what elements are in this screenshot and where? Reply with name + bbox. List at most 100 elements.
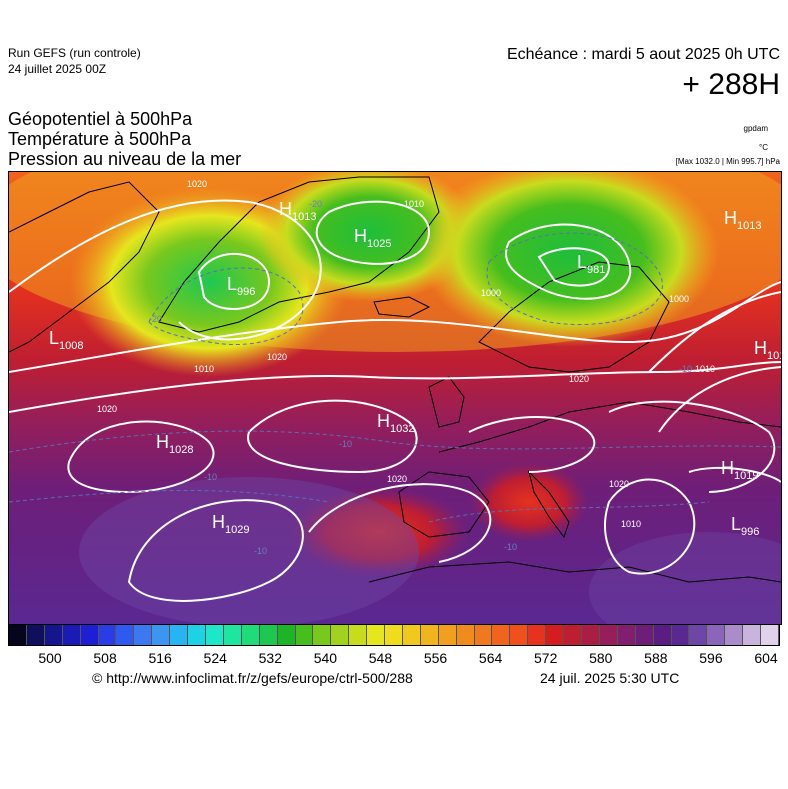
pressure-centers: H1013 H1025 L996 L981 H1013 L1008 H1032 … bbox=[49, 199, 781, 538]
svg-text:L1008: L1008 bbox=[49, 328, 84, 352]
color-swatch bbox=[223, 625, 242, 645]
isobar-label: 1000 bbox=[669, 294, 689, 304]
l-1008-center: L1008 bbox=[49, 328, 84, 352]
scale-tick-label: 572 bbox=[534, 650, 558, 666]
color-swatch bbox=[152, 625, 171, 645]
scale-tick-label: 532 bbox=[258, 650, 282, 666]
isobar-label: 1010 bbox=[194, 364, 214, 374]
center-value: 996 bbox=[237, 286, 255, 298]
run-date: 24 juillet 2025 00Z bbox=[8, 62, 107, 76]
h-1028-center: H1028 bbox=[156, 432, 193, 456]
center-value: 996 bbox=[741, 526, 759, 538]
color-swatch bbox=[188, 625, 206, 645]
center-type: H bbox=[212, 512, 225, 532]
l-996-east-center: L996 bbox=[731, 514, 759, 538]
center-type: H bbox=[724, 208, 737, 228]
coast-british-isles bbox=[428, 376, 465, 428]
isobar bbox=[648, 291, 781, 373]
field-title-geopotential: Géopotentiel à 500hPa bbox=[8, 109, 193, 129]
scale-tick-label: 580 bbox=[589, 650, 613, 666]
center-value: 1025 bbox=[367, 238, 391, 250]
warm-cell-italy bbox=[469, 462, 589, 542]
h-1013-east-center: H1013 bbox=[724, 208, 761, 232]
scale-tick-label: 588 bbox=[644, 650, 668, 666]
svg-text:H1019: H1019 bbox=[721, 458, 758, 482]
center-type: H bbox=[279, 199, 292, 219]
isobar bbox=[504, 223, 632, 300]
svg-text:H1013: H1013 bbox=[279, 199, 316, 223]
temp-contour bbox=[486, 232, 663, 325]
color-swatch bbox=[241, 625, 260, 645]
isobar bbox=[315, 200, 431, 265]
temperature-contours bbox=[9, 232, 781, 523]
isobar bbox=[9, 361, 781, 413]
color-swatch bbox=[98, 625, 117, 645]
center-value: 1008 bbox=[59, 340, 83, 352]
purple-atlantic bbox=[79, 477, 419, 624]
color-swatch bbox=[438, 625, 457, 645]
color-swatch bbox=[62, 625, 81, 645]
color-scale-bar bbox=[8, 624, 780, 646]
color-swatch bbox=[653, 625, 672, 645]
isobar bbox=[688, 466, 781, 483]
center-type: L bbox=[577, 252, 587, 272]
color-swatch bbox=[116, 625, 135, 645]
field-title-pressure: Pression au niveau de la mer bbox=[8, 149, 242, 169]
color-swatch bbox=[761, 625, 779, 645]
isobar-label: 1010 bbox=[695, 364, 715, 374]
color-swatch bbox=[134, 625, 153, 645]
svg-text:H1032: H1032 bbox=[377, 411, 414, 435]
temperature-label: -20 bbox=[149, 314, 162, 324]
color-swatch bbox=[707, 625, 726, 645]
temp-contour bbox=[9, 489, 330, 503]
temperature-label: -10 bbox=[339, 439, 352, 449]
isobar bbox=[468, 416, 596, 473]
temperature-label: -10 bbox=[254, 546, 267, 556]
color-swatch bbox=[44, 625, 63, 645]
weather-map: 1020 1010 1000 1020 1010 1000 1020 1020 … bbox=[8, 171, 782, 625]
center-type: H bbox=[156, 432, 169, 452]
color-swatch bbox=[420, 625, 439, 645]
svg-text:H1013: H1013 bbox=[724, 208, 761, 232]
cold-pool-east bbox=[419, 172, 719, 347]
color-swatch bbox=[635, 625, 654, 645]
isobar bbox=[247, 399, 418, 474]
color-swatch bbox=[689, 625, 708, 645]
svg-text:H1013: H1013 bbox=[754, 338, 781, 362]
color-swatch bbox=[349, 625, 368, 645]
temp-contour bbox=[428, 501, 710, 523]
lead-time: + 288H bbox=[682, 68, 780, 101]
isobar bbox=[537, 247, 611, 287]
coast-iceland bbox=[373, 296, 431, 318]
center-value: 1013 bbox=[292, 211, 316, 223]
scale-tick-label: 500 bbox=[38, 650, 62, 666]
isobar-labels: 1020 1010 1000 1020 1010 1000 1020 1020 … bbox=[97, 179, 715, 529]
pressure-min-max: [Max 1032.0 | Min 995.7] hPa bbox=[675, 157, 780, 166]
center-value: 981 bbox=[587, 264, 605, 276]
center-value: 1028 bbox=[169, 444, 193, 456]
isobar-label: 1020 bbox=[187, 179, 207, 189]
unit-geopotential: gpdam bbox=[743, 124, 768, 133]
scale-tick-label: 556 bbox=[423, 650, 448, 666]
l-996-greenland-center: L996 bbox=[227, 274, 255, 298]
svg-text:L996: L996 bbox=[227, 274, 255, 298]
color-swatch bbox=[456, 625, 475, 645]
coast-greenland bbox=[158, 176, 440, 333]
coastlines bbox=[9, 176, 781, 583]
unit-temperature: °C bbox=[759, 143, 768, 152]
color-swatch bbox=[331, 625, 350, 645]
isobar-label: 1020 bbox=[387, 474, 407, 484]
color-swatch bbox=[170, 625, 189, 645]
center-type: L bbox=[731, 514, 741, 534]
svg-text:L996: L996 bbox=[731, 514, 759, 538]
color-swatch bbox=[259, 625, 278, 645]
isobar-label: 1020 bbox=[609, 479, 629, 489]
h-1032-center: H1032 bbox=[377, 411, 414, 435]
center-type: H bbox=[354, 226, 367, 246]
color-swatch bbox=[9, 625, 27, 645]
color-swatch bbox=[743, 625, 762, 645]
temp-contour bbox=[148, 267, 304, 346]
scale-tick-label: 508 bbox=[93, 650, 117, 666]
color-swatch bbox=[492, 625, 511, 645]
isobar bbox=[608, 400, 776, 493]
